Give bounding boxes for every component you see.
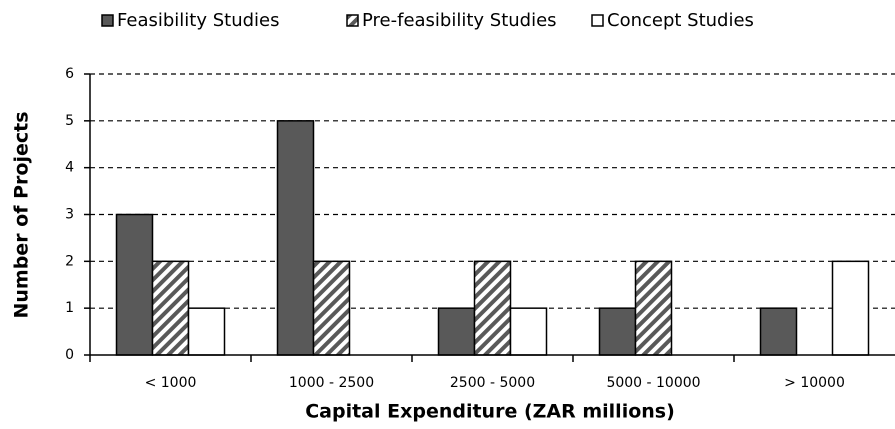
y-tick-label: 2 xyxy=(65,253,74,269)
y-axis-title: Number of Projects xyxy=(11,111,33,318)
legend-swatch xyxy=(101,14,114,27)
legend-swatch xyxy=(346,14,359,27)
legend-label: Pre-feasibility Studies xyxy=(362,10,557,31)
bar xyxy=(509,307,548,356)
y-tick-label: 0 xyxy=(65,347,74,363)
x-tick-label: 5000 - 10000 xyxy=(606,375,700,391)
y-tick-label: 6 xyxy=(65,66,74,82)
bar xyxy=(312,260,351,356)
bar xyxy=(598,307,637,356)
y-tick-label: 3 xyxy=(65,207,74,223)
bar xyxy=(187,307,226,356)
legend-label: Feasibility Studies xyxy=(117,10,279,31)
bar xyxy=(634,260,673,356)
legend-label: Concept Studies xyxy=(607,10,754,31)
y-tick-label: 1 xyxy=(65,300,74,316)
bar xyxy=(115,213,154,356)
y-tick-label: 4 xyxy=(65,160,74,176)
x-tick-label: 2500 - 5000 xyxy=(450,375,535,391)
x-tick-label: 1000 - 2500 xyxy=(289,375,374,391)
bar xyxy=(831,260,870,356)
bar xyxy=(151,260,190,356)
y-tick-label: 5 xyxy=(65,113,74,129)
bar xyxy=(759,307,798,356)
x-axis-title: Capital Expenditure (ZAR millions) xyxy=(305,401,675,423)
bar xyxy=(437,307,476,356)
legend-swatch xyxy=(591,14,604,27)
bar xyxy=(276,120,315,356)
x-tick-label: < 1000 xyxy=(145,375,197,391)
bar xyxy=(473,260,512,356)
x-tick-label: > 10000 xyxy=(784,375,845,391)
